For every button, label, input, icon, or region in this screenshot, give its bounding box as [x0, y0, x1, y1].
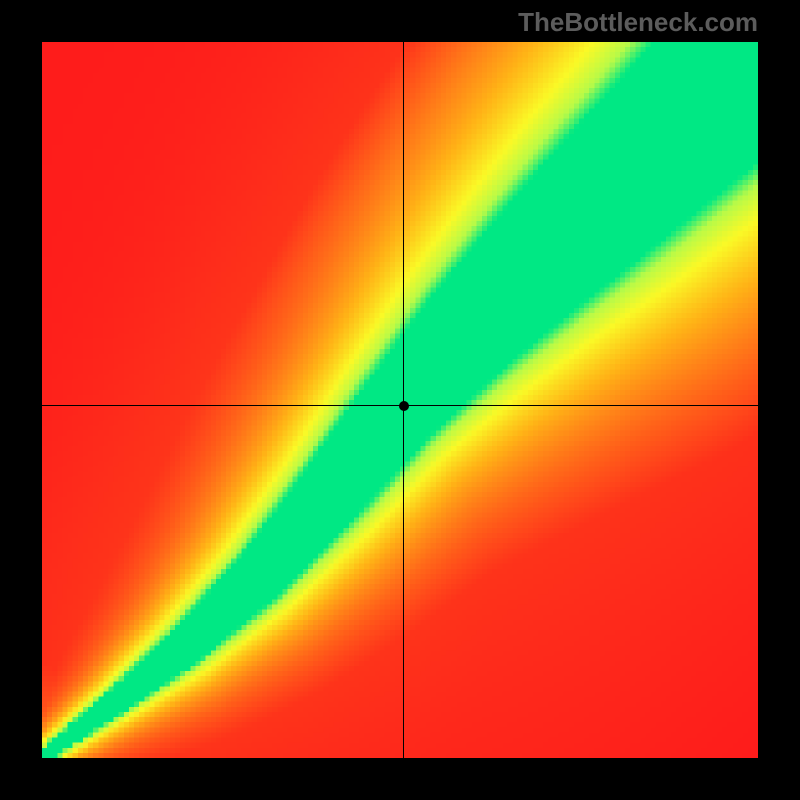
- watermark-text: TheBottleneck.com: [518, 7, 758, 38]
- chart-container: TheBottleneck.com: [0, 0, 800, 800]
- heatmap-canvas: [42, 42, 758, 758]
- marker-point: [399, 401, 409, 411]
